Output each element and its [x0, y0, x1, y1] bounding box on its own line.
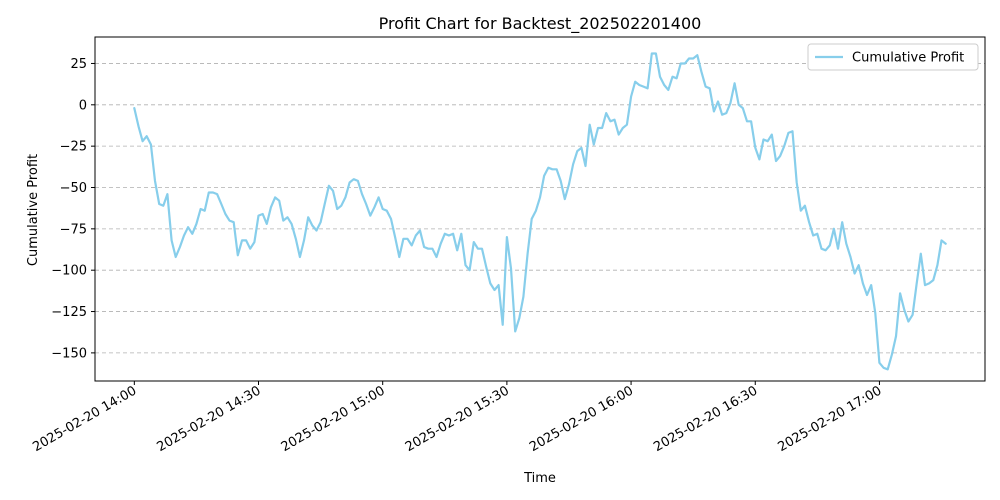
y-gridlines — [95, 63, 985, 354]
y-tick-label: −125 — [51, 305, 87, 320]
y-tick-label: −50 — [60, 181, 87, 196]
legend-label: Cumulative Profit — [852, 51, 964, 66]
x-axis-label: Time — [523, 471, 556, 486]
y-tick-label: −75 — [60, 222, 87, 237]
y-axis-ticks: 25 0 −25 −50 −75 −100 −125 −150 — [51, 57, 95, 361]
legend: Cumulative Profit — [807, 43, 979, 71]
cumulative-profit-line — [133, 52, 947, 371]
legend-box — [807, 43, 979, 71]
y-tick-label: 0 — [79, 98, 87, 113]
y-tick-label: 25 — [70, 57, 87, 72]
y-tick-label: −25 — [60, 140, 87, 155]
y-tick-label: −150 — [51, 346, 87, 361]
series-layer — [133, 52, 947, 371]
y-tick-label: −100 — [51, 264, 87, 279]
chart-title: Profit Chart for Backtest_202502201400 — [379, 14, 702, 34]
plot-area-frame — [94, 36, 986, 382]
y-axis-label: Cumulative Profit — [26, 154, 41, 266]
